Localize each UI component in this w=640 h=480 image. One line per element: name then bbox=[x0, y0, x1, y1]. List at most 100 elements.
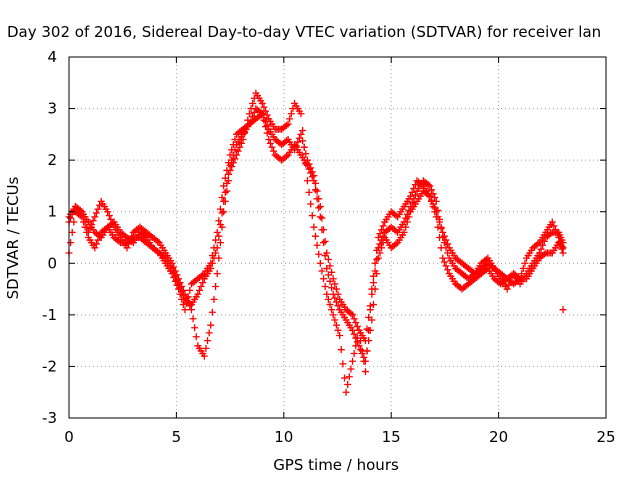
data-point bbox=[318, 267, 326, 275]
data-point bbox=[328, 306, 336, 314]
data-point bbox=[297, 130, 305, 138]
data-point bbox=[154, 248, 162, 256]
data-point bbox=[363, 325, 371, 333]
data-point bbox=[440, 258, 448, 266]
data-point bbox=[316, 203, 324, 211]
data-point bbox=[266, 139, 274, 147]
data-point bbox=[237, 139, 245, 147]
data-point bbox=[350, 330, 358, 338]
data-point bbox=[199, 271, 207, 279]
data-point bbox=[369, 272, 377, 280]
data-point bbox=[350, 315, 358, 323]
data-point bbox=[310, 172, 318, 180]
data-point bbox=[342, 388, 350, 396]
data-point bbox=[534, 240, 542, 248]
data-point bbox=[263, 111, 271, 119]
data-point bbox=[444, 240, 452, 248]
y-tick-label: -3 bbox=[42, 409, 57, 427]
data-point bbox=[181, 306, 189, 314]
data-point bbox=[320, 226, 328, 234]
data-point bbox=[355, 326, 363, 334]
data-point bbox=[344, 380, 352, 388]
data-point bbox=[329, 275, 337, 283]
x-tick-label: 20 bbox=[489, 428, 508, 446]
data-point bbox=[79, 213, 87, 221]
data-point bbox=[363, 347, 371, 355]
data-point bbox=[297, 110, 305, 118]
data-point bbox=[408, 188, 416, 196]
data-point bbox=[244, 116, 252, 124]
data-point bbox=[115, 237, 123, 245]
data-point bbox=[368, 285, 376, 293]
x-tick-label: 25 bbox=[596, 428, 615, 446]
data-point bbox=[547, 230, 555, 238]
data-point bbox=[336, 331, 344, 339]
data-point bbox=[210, 244, 218, 252]
data-point bbox=[400, 218, 408, 226]
data-point bbox=[223, 187, 231, 195]
data-point bbox=[195, 286, 203, 294]
data-point bbox=[326, 301, 334, 309]
data-point bbox=[318, 214, 326, 222]
data-point bbox=[234, 147, 242, 155]
data-point bbox=[186, 302, 194, 310]
data-point bbox=[514, 273, 522, 281]
data-point bbox=[369, 301, 377, 309]
data-point bbox=[231, 155, 239, 163]
data-point bbox=[282, 137, 290, 145]
data-point bbox=[361, 368, 369, 376]
data-point bbox=[228, 146, 236, 154]
data-point bbox=[176, 279, 184, 287]
data-point bbox=[403, 210, 411, 218]
data-points bbox=[65, 89, 567, 396]
data-point bbox=[68, 228, 76, 236]
data-point bbox=[218, 194, 226, 202]
data-point bbox=[365, 313, 373, 321]
axis-ticks: 0 5 10 15 20 25 -3 -2 -1 0 1 2 3 4 bbox=[42, 48, 616, 446]
data-point bbox=[220, 208, 228, 216]
data-point bbox=[308, 168, 316, 176]
data-point bbox=[173, 271, 181, 279]
data-point bbox=[197, 282, 205, 290]
data-point bbox=[323, 249, 331, 257]
data-point bbox=[505, 281, 513, 289]
data-point bbox=[321, 282, 329, 290]
data-point bbox=[192, 333, 200, 341]
data-point bbox=[436, 218, 444, 226]
data-point bbox=[516, 275, 524, 283]
data-point bbox=[444, 266, 452, 274]
data-point bbox=[299, 126, 307, 134]
y-tick-label: -2 bbox=[42, 357, 57, 375]
data-point bbox=[96, 232, 104, 240]
data-point bbox=[331, 294, 339, 302]
data-point bbox=[506, 277, 514, 285]
data-point bbox=[91, 244, 99, 252]
data-point bbox=[265, 136, 273, 144]
data-point bbox=[432, 208, 440, 216]
data-point bbox=[294, 138, 302, 146]
data-point bbox=[226, 166, 234, 174]
data-point bbox=[339, 360, 347, 368]
data-point bbox=[287, 110, 295, 118]
data-point bbox=[427, 186, 435, 194]
data-point bbox=[310, 223, 318, 231]
data-point bbox=[392, 227, 400, 235]
data-point bbox=[105, 212, 113, 220]
data-point bbox=[123, 244, 131, 252]
data-point bbox=[378, 226, 386, 234]
data-point bbox=[128, 232, 136, 240]
data-point bbox=[426, 182, 434, 190]
data-point bbox=[405, 206, 413, 214]
data-point bbox=[315, 195, 323, 203]
data-point bbox=[556, 237, 564, 245]
data-point bbox=[245, 110, 253, 118]
data-point bbox=[228, 163, 236, 171]
data-point bbox=[392, 240, 400, 248]
data-point bbox=[307, 164, 315, 172]
data-point bbox=[67, 214, 75, 222]
data-point bbox=[376, 240, 384, 248]
data-point bbox=[236, 143, 244, 151]
data-point bbox=[241, 129, 249, 137]
data-point bbox=[181, 290, 189, 298]
data-point bbox=[320, 275, 328, 283]
